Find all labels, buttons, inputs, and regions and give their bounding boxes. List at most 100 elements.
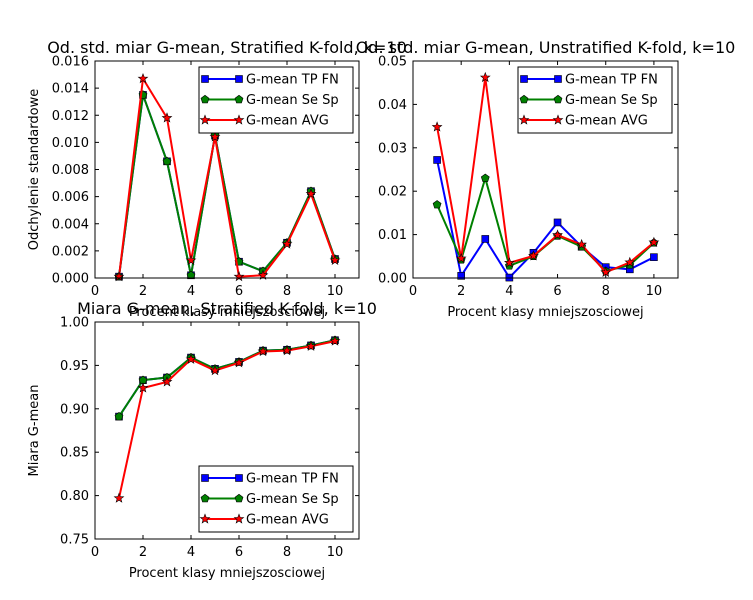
- legend-label: G-mean AVG: [246, 513, 329, 528]
- legend-marker: [200, 94, 210, 104]
- y-axis-label: Miara G-mean: [27, 385, 42, 477]
- y-tick-label: 0.02: [378, 185, 407, 200]
- y-tick-label: 0.002: [52, 244, 89, 259]
- series-line: [118, 340, 336, 499]
- legend-marker: [199, 513, 211, 524]
- data-point: [209, 131, 221, 142]
- legend: G-mean TP FN G-mean Se Sp G-mean AVG: [198, 66, 354, 134]
- series-g-mean-avg: [113, 72, 341, 282]
- data-point: [455, 252, 467, 264]
- data-point: [113, 270, 125, 282]
- y-tick-label: 0.80: [60, 489, 89, 504]
- series-g-mean-se-sp: [432, 173, 659, 275]
- series-g-mean-avg: [113, 335, 341, 503]
- legend-marker: [200, 493, 210, 503]
- chart-title: Od. std. miar G-mean, Stratified K-fold,…: [47, 38, 407, 57]
- legend-marker: [201, 75, 209, 83]
- legend-marker: [518, 114, 530, 125]
- x-tick-label: 4: [187, 284, 195, 299]
- x-tick-label: 8: [283, 284, 291, 299]
- x-tick-label: 4: [187, 545, 195, 560]
- data-point: [137, 382, 149, 393]
- series-g-mean-avg: [431, 71, 660, 277]
- legend-marker: [201, 474, 209, 482]
- x-tick-label: 10: [646, 284, 663, 299]
- data-point: [528, 250, 539, 261]
- x-tick-label: 4: [505, 284, 513, 299]
- chart-3: 0 2 4 6 8 10 0.75 0.80 0.85 0.90 0.95 1.00 G-mean TP…: [27, 316, 360, 581]
- data-point: [305, 340, 317, 351]
- legend-marker: [234, 94, 244, 104]
- data-point: [305, 188, 317, 199]
- y-tick-label: 0.012: [52, 109, 89, 124]
- data-point: [432, 200, 442, 209]
- y-tick-label: 0.00: [378, 272, 407, 287]
- legend-marker: [233, 114, 245, 125]
- data-point: [281, 238, 293, 249]
- data-point: [257, 269, 269, 280]
- y-axis-label: Odchylenie standardowe: [27, 89, 42, 250]
- x-axis-label: Procent klasy mniejszosciowej: [129, 305, 325, 320]
- y-tick-label: 0.01: [378, 228, 407, 243]
- data-point: [648, 236, 660, 248]
- legend-marker: [519, 94, 529, 104]
- chart-title: Od. std. miar G-mean, Unstratified K-fol…: [356, 38, 736, 57]
- x-tick-label: 2: [139, 284, 147, 299]
- legend-label: G-mean AVG: [565, 114, 648, 129]
- data-point: [600, 266, 612, 277]
- y-tick-label: 0.004: [52, 217, 89, 232]
- x-axis-label: Procent klasy mniejszosciowej: [447, 305, 643, 320]
- data-point: [481, 235, 490, 243]
- data-point: [479, 71, 491, 83]
- data-point: [233, 357, 245, 368]
- legend: G-mean TP FN G-mean Se Sp G-mean AVG: [198, 465, 354, 533]
- x-tick-label: 6: [235, 284, 243, 299]
- legend-label: G-mean TP FN: [246, 73, 339, 88]
- data-point: [257, 345, 269, 357]
- plot-frame: [412, 60, 679, 279]
- chart-2: 0 2 4 6 8 10 0.00 0.01 0.02 0.03 0.04 0.05 G-mean TP…: [378, 55, 679, 320]
- y-tick-label: 0.03: [378, 141, 407, 156]
- x-tick-label: 6: [553, 284, 561, 299]
- data-point: [281, 344, 293, 356]
- data-point: [503, 257, 515, 268]
- y-tick-label: 0.04: [378, 98, 407, 113]
- legend-marker: [520, 75, 528, 83]
- x-tick-label: 6: [235, 545, 243, 560]
- legend-label: G-mean TP FN: [565, 73, 658, 88]
- data-point: [431, 121, 443, 132]
- y-tick-label: 0.008: [52, 163, 89, 178]
- y-tick-label: 0.90: [60, 402, 89, 417]
- data-point: [576, 238, 588, 250]
- x-tick-label: 0: [91, 284, 99, 299]
- legend-label: G-mean Se Sp: [246, 492, 339, 507]
- y-tick-label: 0.010: [52, 136, 89, 151]
- legend: G-mean TP FN G-mean Se Sp G-mean AVG: [517, 66, 673, 134]
- legend-marker: [199, 114, 211, 125]
- data-point: [137, 72, 149, 84]
- plot-frame: [94, 321, 360, 540]
- legend-marker: [552, 114, 564, 125]
- y-tick-label: 1.00: [60, 316, 89, 331]
- chart-title: Miara G-mean, Stratified K-fold, k=10: [77, 299, 377, 318]
- x-tick-label: 0: [91, 545, 99, 560]
- x-tick-label: 10: [327, 284, 344, 299]
- data-point: [113, 492, 125, 503]
- data-point: [553, 218, 562, 227]
- data-point: [185, 254, 197, 265]
- y-tick-label: 0.000: [52, 272, 89, 287]
- series-g-mean-tp-fn: [115, 336, 339, 421]
- x-tick-label: 0: [409, 284, 417, 299]
- data-point: [161, 112, 173, 123]
- x-tick-label: 2: [139, 545, 147, 560]
- data-point: [433, 156, 441, 164]
- data-point: [624, 256, 636, 267]
- series-line: [118, 77, 336, 278]
- y-tick-label: 0.85: [60, 446, 89, 461]
- data-point: [161, 376, 173, 387]
- y-tick-label: 0.016: [52, 55, 89, 70]
- data-point: [457, 272, 465, 280]
- legend-marker: [233, 513, 245, 524]
- series-line: [118, 339, 336, 418]
